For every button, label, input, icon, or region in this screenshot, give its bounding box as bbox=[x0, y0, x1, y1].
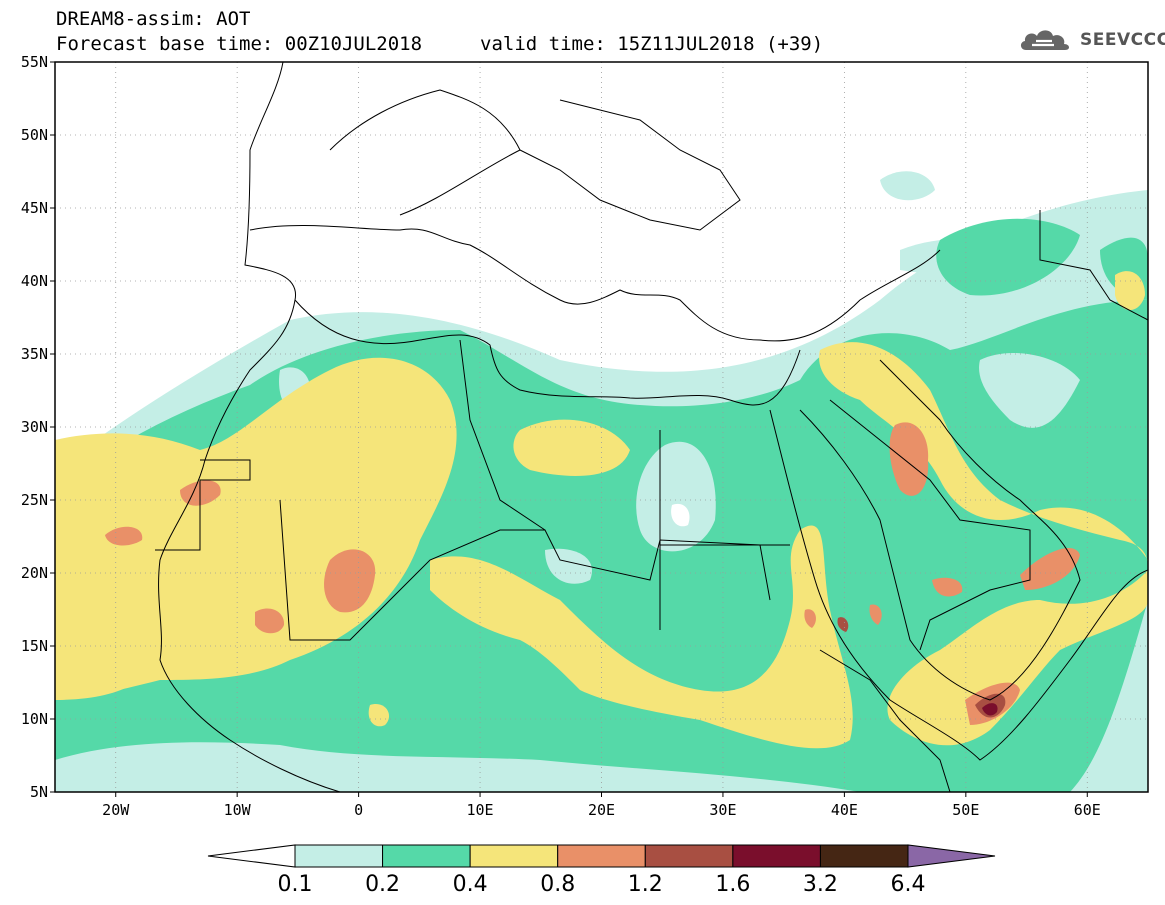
cloud-icon bbox=[1020, 30, 1070, 50]
seevccc-logo: SEEVCCC bbox=[1018, 26, 1165, 54]
border-algeria-libya bbox=[459, 339, 546, 531]
lat-label: 40N bbox=[20, 272, 48, 290]
lon-label: 10E bbox=[466, 801, 494, 819]
border-central-asia bbox=[1039, 210, 1148, 321]
colorbar-label: 0.1 bbox=[277, 872, 313, 897]
lon-label: 20W bbox=[102, 801, 130, 819]
coastline-west-africa bbox=[158, 62, 341, 792]
colorbar-bin bbox=[294, 844, 384, 868]
lon-label: 20E bbox=[587, 801, 616, 819]
border-horn-africa bbox=[819, 649, 951, 792]
border-balkans bbox=[519, 99, 741, 231]
aot-band-1.6-3.2 bbox=[982, 703, 998, 716]
lat-label: 20N bbox=[20, 564, 48, 582]
coastline-mediterranean-north bbox=[249, 225, 941, 342]
lon-label: 30E bbox=[709, 801, 737, 819]
colorbar-label: 1.2 bbox=[627, 872, 663, 897]
lon-label: 0 bbox=[354, 801, 364, 819]
lat-label: 30N bbox=[20, 418, 48, 436]
forecast-base-time: Forecast base time: 00Z10JUL2018 bbox=[56, 33, 423, 55]
colorbar-bin bbox=[732, 844, 821, 868]
border-europe-west bbox=[329, 89, 521, 216]
colorbar-bin bbox=[557, 844, 646, 868]
aot-below-threshold bbox=[671, 503, 690, 527]
valid-time: valid time: 15Z11JUL2018 (+39) bbox=[480, 33, 824, 55]
lon-label: 40E bbox=[830, 801, 858, 819]
lat-label: 25N bbox=[20, 491, 48, 509]
coastline-red-sea bbox=[769, 409, 1148, 761]
colorbar-label: 3.2 bbox=[802, 872, 838, 897]
logo-text: SEEVCCC bbox=[1080, 30, 1165, 50]
colorbar-label: 0.8 bbox=[540, 872, 576, 897]
border-egypt-libya bbox=[659, 430, 790, 630]
lat-label: 15N bbox=[20, 637, 48, 655]
lat-label: 45N bbox=[20, 199, 48, 217]
aot-band-0.4-0.8 bbox=[55, 271, 1148, 749]
coastlines-borders bbox=[155, 62, 1148, 792]
colorbar-label: 1.6 bbox=[715, 872, 751, 897]
colorbar bbox=[207, 844, 996, 868]
map-title: DREAM8-assim: AOT bbox=[56, 8, 251, 30]
colorbar-over-arrow bbox=[907, 844, 996, 868]
aot-field bbox=[55, 171, 1148, 792]
lon-label: 10W bbox=[223, 801, 251, 819]
colorbar-bin bbox=[469, 844, 559, 868]
colorbar-under-arrow bbox=[207, 844, 296, 868]
colorbar-label: 6.4 bbox=[890, 872, 926, 897]
colorbar-label: 0.2 bbox=[365, 872, 401, 897]
lat-lon-grid bbox=[55, 62, 1148, 792]
lat-label: 5N bbox=[29, 783, 48, 801]
colorbar-bin bbox=[382, 844, 471, 868]
border-arabia bbox=[829, 399, 1031, 651]
colorbar-bin bbox=[644, 844, 734, 868]
lat-label: 50N bbox=[20, 126, 48, 144]
lat-label: 55N bbox=[20, 53, 48, 71]
lat-label: 10N bbox=[20, 710, 48, 728]
axis-ticks bbox=[50, 61, 1088, 797]
colorbar-label: 0.4 bbox=[452, 872, 488, 897]
lon-label: 50E bbox=[952, 801, 980, 819]
border-mauritania bbox=[155, 459, 251, 551]
colorbar-bin bbox=[819, 844, 909, 868]
border-sahel bbox=[279, 499, 771, 641]
lat-label: 35N bbox=[20, 345, 48, 363]
lon-label: 60E bbox=[1073, 801, 1101, 819]
coastline-north-africa bbox=[294, 299, 801, 406]
coastline-arabia-east bbox=[799, 359, 1081, 701]
